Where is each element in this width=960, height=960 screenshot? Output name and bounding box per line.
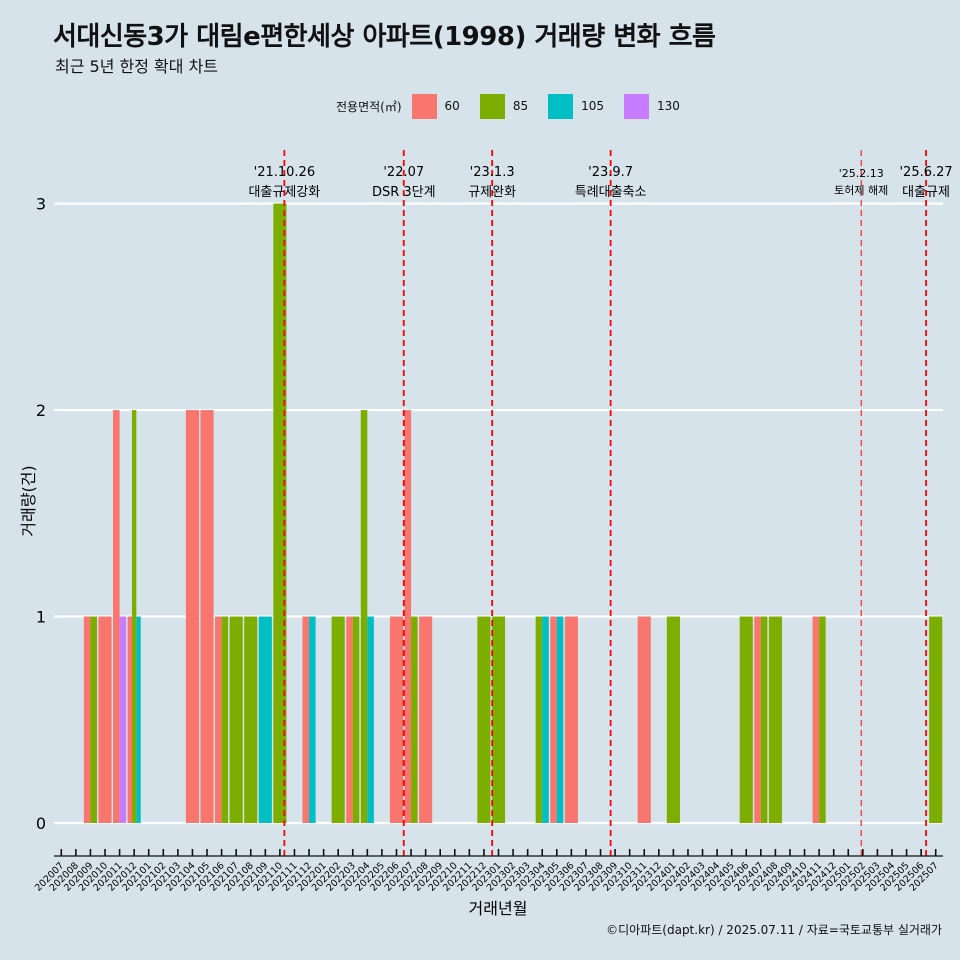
y-tick-label: 0 bbox=[36, 814, 46, 833]
bar-202107-85 bbox=[229, 616, 243, 823]
bar-202204-105 bbox=[367, 616, 374, 823]
legend-label: 85 bbox=[512, 99, 529, 113]
y-tick-label: 3 bbox=[36, 195, 46, 214]
event-label: 특례대출축소 bbox=[575, 185, 647, 200]
legend-item-130: 130 bbox=[624, 93, 694, 119]
event-lines bbox=[283, 150, 927, 856]
event-date: '25.2.13 bbox=[839, 167, 884, 180]
bar-202112-60 bbox=[302, 616, 310, 823]
bar-202207-85 bbox=[411, 616, 418, 823]
bar-202401-85 bbox=[666, 616, 680, 823]
bar-202305-60 bbox=[550, 616, 557, 823]
event-date: '23.1.3 bbox=[470, 165, 515, 180]
bar-202108-85 bbox=[244, 616, 258, 823]
x-axis-label: 거래년월 bbox=[469, 899, 528, 918]
legend-swatch bbox=[624, 93, 649, 119]
bar-202204-85 bbox=[360, 410, 368, 823]
bar-202106-60 bbox=[215, 616, 222, 823]
bar-202110-85 bbox=[273, 203, 287, 824]
legend-item-105: 105 bbox=[548, 93, 618, 119]
bar-202011-60 bbox=[113, 410, 120, 823]
bar-202009-60 bbox=[83, 616, 91, 823]
event-label: 규제완화 bbox=[468, 185, 516, 200]
legend-swatch bbox=[479, 93, 505, 119]
bar-202207-60 bbox=[404, 410, 412, 823]
x-axis: 2020072020082020092020102020112020122021… bbox=[33, 849, 943, 894]
legend-swatch bbox=[411, 93, 437, 119]
bar-202106-85 bbox=[221, 616, 229, 823]
event-date: '21.10.26 bbox=[254, 165, 315, 180]
bars bbox=[83, 203, 943, 824]
event-label: 대출규제 bbox=[902, 185, 950, 200]
bar-202406-85 bbox=[739, 616, 753, 823]
event-label: DSR 3단계 bbox=[372, 185, 436, 200]
bar-202109-105 bbox=[258, 616, 272, 823]
legend-label: 105 bbox=[581, 99, 604, 113]
bar-202010-60 bbox=[98, 616, 112, 823]
bar-202012-85 bbox=[131, 410, 137, 823]
bar-202407-85 bbox=[760, 616, 768, 823]
bar-202208-60 bbox=[419, 616, 433, 823]
event-date: '22.07 bbox=[383, 165, 424, 180]
bar-202203-60 bbox=[346, 616, 353, 823]
caption: ©디아파트(dapt.kr) / 2025.07.11 / 자료=국토교통부 실… bbox=[606, 923, 942, 937]
chart-title: 서대신동3가 대림e편한세상 아파트(1998) 거래량 변화 흐름 bbox=[53, 22, 716, 52]
bar-202408-85 bbox=[768, 616, 782, 823]
legend-item-85: 85 bbox=[479, 93, 542, 119]
y-tick-label: 2 bbox=[36, 401, 46, 420]
bar-202105-60 bbox=[200, 410, 214, 823]
bar-202304-105 bbox=[542, 616, 549, 823]
bar-202301-85 bbox=[491, 616, 506, 823]
bar-202206-60 bbox=[389, 616, 404, 823]
event-date: '23.9.7 bbox=[588, 165, 633, 180]
bar-202411-85 bbox=[819, 616, 826, 823]
bar-202305-105 bbox=[556, 616, 564, 823]
legend-item-60: 60 bbox=[411, 93, 474, 119]
event-annotations: '21.10.26 대출규제강화 '22.07 DSR 3단계 '23.1.3 규제완화 '… bbox=[248, 165, 952, 200]
y-tick-label: 1 bbox=[36, 608, 46, 627]
bar-202212-85 bbox=[477, 616, 491, 823]
bar-202112-105 bbox=[309, 616, 316, 823]
chart-subtitle: 최근 5년 한정 확대 차트 bbox=[55, 57, 219, 76]
event-label: 대출규제강화 bbox=[248, 185, 320, 200]
bar-202306-60 bbox=[564, 616, 578, 823]
bar-202407-60 bbox=[754, 616, 761, 823]
legend: 전용면적(㎡) 60 85 105 130 bbox=[336, 93, 700, 119]
bar-202012-60 bbox=[127, 616, 132, 823]
bar-202011-130 bbox=[119, 616, 127, 823]
bar-202009-85 bbox=[90, 616, 97, 823]
y-axis-label: 거래량(건) bbox=[19, 465, 38, 536]
bar-202507-85 bbox=[929, 616, 943, 823]
event-date: '25.6.27 bbox=[899, 165, 952, 180]
bar-202202-85 bbox=[331, 616, 345, 823]
legend-label: 130 bbox=[657, 99, 680, 113]
bar-202104-60 bbox=[185, 410, 200, 823]
y-axis: 0 1 2 3 bbox=[36, 195, 46, 833]
bar-202203-85 bbox=[352, 616, 360, 823]
legend-swatch bbox=[548, 93, 574, 119]
bar-202411-60 bbox=[812, 616, 820, 823]
legend-title: 전용면적(㎡) bbox=[336, 99, 402, 114]
bar-202304-85 bbox=[535, 616, 543, 823]
legend-label: 60 bbox=[444, 99, 460, 113]
bar-202311-60 bbox=[637, 616, 651, 823]
event-label: 토허제 해제 bbox=[834, 183, 888, 197]
bar-202012-105 bbox=[136, 616, 141, 823]
